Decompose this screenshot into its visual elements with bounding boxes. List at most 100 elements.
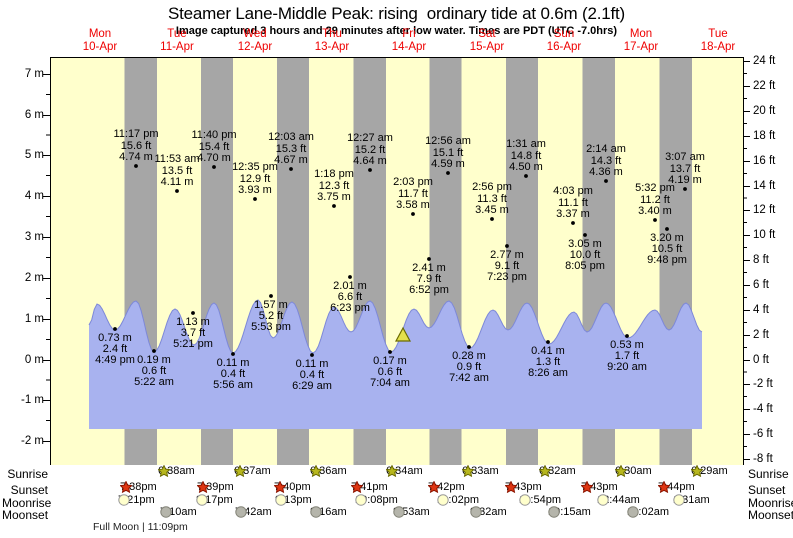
day-label: Mon 17-Apr — [606, 28, 676, 54]
right-axis-tick-label: 2 ft — [753, 329, 769, 341]
almanac-label-right-sunrise: Sunrise — [748, 467, 789, 481]
tide-event-dot-low — [269, 294, 273, 298]
moonset-circle-icon — [393, 506, 405, 518]
day-date: 14-Apr — [391, 41, 427, 53]
sunset-entry: 7:41pm — [351, 481, 388, 494]
right-axis-tick-label: 0 ft — [753, 354, 769, 366]
sunrise-entry: 6:29am — [691, 465, 728, 478]
moonset-circle-icon — [235, 506, 247, 518]
sunrise-entry: 6:38am — [158, 465, 195, 478]
moonset-entry: 7:10am — [160, 506, 197, 519]
moonrise-circle-icon — [196, 494, 208, 506]
sunrise-star-icon — [539, 465, 551, 477]
sunrise-entry: 6:30am — [615, 465, 652, 478]
day-name: Mon — [629, 28, 653, 40]
moonset-entry: 7:42am — [235, 506, 272, 519]
almanac-label-left-sunrise: Sunrise — [7, 467, 48, 481]
sunset-star-icon — [658, 481, 670, 493]
tide-event-dot-low — [427, 257, 431, 261]
day-name: Sun — [553, 28, 575, 40]
sunset-entry: 7:44pm — [658, 481, 695, 494]
moonrise-entry: 11:02pm — [437, 494, 479, 507]
tide-curve-line — [88, 299, 703, 354]
chart-subtitle: Image captured 3 hours and 29 minutes af… — [175, 25, 618, 37]
sunrise-star-icon — [615, 465, 627, 477]
tide-event-dot-high — [289, 167, 293, 171]
sunset-star-icon — [120, 481, 132, 493]
moonset-entry: 10:15am — [548, 506, 591, 519]
sunrise-entry: 6:32am — [539, 465, 576, 478]
moonset-circle-icon — [160, 506, 172, 518]
moonrise-entry: 12:44am — [597, 494, 640, 507]
day-name: Wed — [243, 28, 267, 40]
left-axis-tick-label: 5 m — [24, 149, 44, 161]
right-axis-tick-label: 6 ft — [753, 279, 769, 291]
tide-curve-area — [89, 300, 702, 429]
left-axis-tick-label: 2 m — [24, 272, 44, 284]
moonset-circle-icon — [548, 506, 560, 518]
axis-ticks — [43, 61, 750, 460]
day-label: Tue 18-Apr — [683, 28, 753, 54]
right-axis-tick-label: 16 ft — [753, 155, 776, 167]
right-axis-tick-label: 4 ft — [753, 304, 769, 316]
right-axis-tick-label: -4 ft — [753, 403, 773, 415]
tide-event-dot-low — [191, 311, 195, 315]
tide-event-dot-low — [505, 244, 509, 248]
tide-event-dot-high — [134, 164, 138, 168]
day-name: Sat — [478, 28, 496, 40]
page-title: Steamer Lane-Middle Peak: rising ordinar… — [167, 4, 625, 23]
day-date: 16-Apr — [546, 41, 582, 53]
tide-event-dot-high — [571, 221, 575, 225]
moonrise-circle-icon — [355, 494, 367, 506]
day-date: 13-Apr — [314, 41, 350, 53]
day-name: Tue — [167, 28, 187, 40]
tide-event-dot-high — [212, 165, 216, 169]
day-label: Mon 10-Apr — [65, 28, 135, 54]
tide-event-dot-low — [152, 349, 156, 353]
sunrise-star-icon — [691, 465, 703, 477]
moonset-entry: 8:16am — [310, 506, 347, 519]
sunset-star-icon — [428, 481, 440, 493]
day-name: Tue — [708, 28, 728, 40]
moonrise-entry: 10:08pm — [355, 494, 398, 507]
tide-event-dot-high — [653, 218, 657, 222]
right-axis-tick-label: 24 ft — [753, 55, 776, 67]
almanac-label-right-sunset: Sunset — [748, 483, 786, 497]
tide-event-dot-high — [253, 197, 257, 201]
day-date: 15-Apr — [469, 41, 505, 53]
tide-event-dot-low — [467, 345, 471, 349]
day-date: 17-Apr — [623, 41, 659, 53]
tide-event-dot-high — [490, 217, 494, 221]
sunset-star-icon — [351, 481, 363, 493]
almanac-label-right-moonset: Moonset — [748, 508, 793, 522]
sunrise-entry: 6:33am — [462, 465, 499, 478]
tide-event-dot-low — [546, 340, 550, 344]
moonrise-entry: 1:31am — [673, 494, 710, 507]
full-moon-note: Full Moon | 11:09pm — [93, 521, 188, 533]
tide-event-dot-high — [604, 179, 608, 183]
left-axis-tick-label: 1 m — [24, 313, 44, 325]
sunset-star-icon — [274, 481, 286, 493]
moonrise-circle-icon — [118, 494, 130, 506]
moonset-entry: 9:32am — [470, 506, 507, 519]
almanac-label-left-sunset: Sunset — [10, 483, 48, 497]
tide-event-dot-high — [446, 171, 450, 175]
day-date: 12-Apr — [237, 41, 273, 53]
day-label: Fri 14-Apr — [374, 28, 444, 54]
moonrise-circle-icon — [519, 494, 531, 506]
tide-event-dot-high — [332, 204, 336, 208]
right-axis-tick-label: -6 ft — [753, 428, 773, 440]
moonset-circle-icon — [310, 506, 322, 518]
right-axis-tick-label: -2 ft — [753, 378, 773, 390]
tide-event-dot-low — [348, 275, 352, 279]
right-axis-tick-label: 8 ft — [753, 254, 769, 266]
sunset-entry: 7:43pm — [581, 481, 618, 494]
tide-event-dot-low — [113, 327, 117, 331]
tide-event-dot-low — [583, 233, 587, 237]
day-name: Mon — [88, 28, 112, 40]
day-label: Tue 11-Apr — [142, 28, 212, 54]
right-axis-tick-label: 18 ft — [753, 130, 776, 142]
tide-event-dot-low — [310, 353, 314, 357]
sunrise-entry: 6:36am — [310, 465, 347, 478]
sunset-star-icon — [505, 481, 517, 493]
